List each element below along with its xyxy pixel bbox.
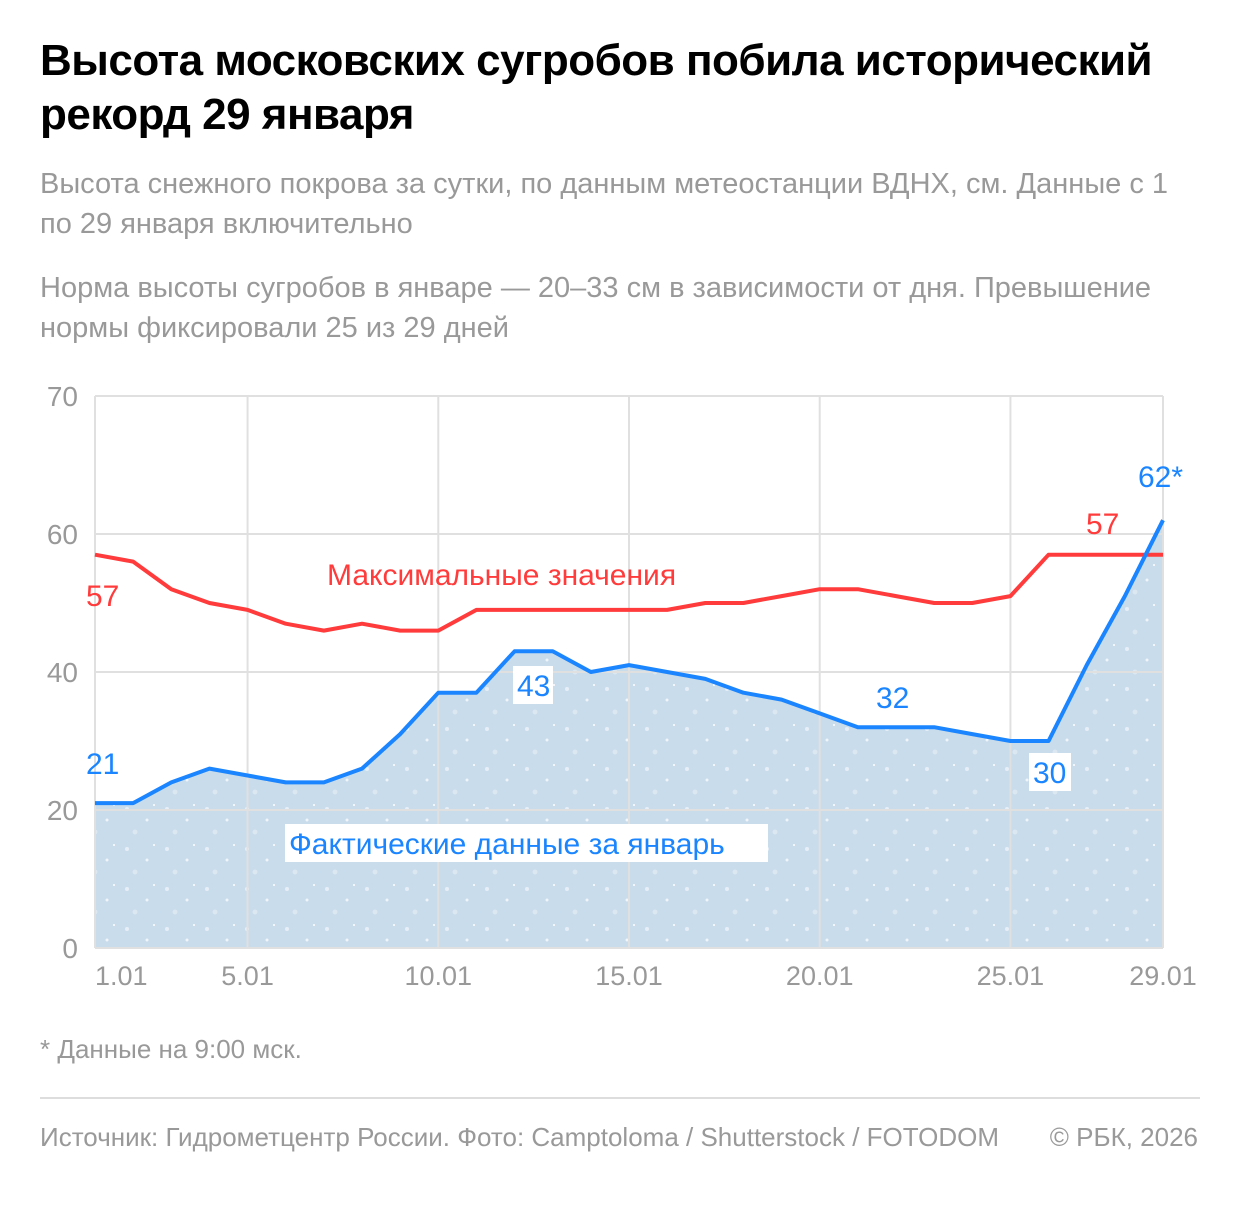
- x-tick-label: 20.01: [786, 961, 854, 991]
- norm-note: Норма высоты сугробов в январе — 20–33 с…: [40, 272, 1152, 344]
- legend-actual-label: Фактические данные за январь: [289, 828, 725, 861]
- legend-actual-label-bg: [285, 824, 768, 862]
- x-tick-label: 29.01: [1129, 961, 1197, 991]
- y-tick-label: 70: [47, 381, 78, 412]
- data-label: 21: [86, 748, 119, 781]
- x-tick-label: 5.01: [221, 961, 274, 991]
- page-title: Высота московских сугробов побила истори…: [40, 36, 1153, 139]
- divider: [40, 1097, 1200, 1099]
- x-tick-label: 25.01: [977, 961, 1045, 991]
- source: Источник: Гидрометцентр России. Фото: Ca…: [40, 1122, 1000, 1152]
- copyright: © РБК, 2026: [1049, 1122, 1198, 1152]
- data-label-bg: [1029, 753, 1071, 791]
- subtitle: Высота снежного покрова за сутки, по дан…: [40, 168, 1169, 240]
- y-tick-label: 60: [47, 519, 78, 550]
- y-tick-label: 0: [62, 933, 78, 964]
- data-label: 57: [86, 580, 119, 613]
- data-label-bg: [513, 666, 553, 704]
- data-label: 57: [1086, 508, 1119, 541]
- data-label: 43: [517, 670, 550, 703]
- x-tick-label: 15.01: [595, 961, 663, 991]
- y-tick-label: 20: [47, 795, 78, 826]
- x-tick-label: 10.01: [404, 961, 472, 991]
- legend-max-label: Максимальные значения: [327, 559, 676, 592]
- y-tick-label: 40: [47, 657, 78, 688]
- footnote: * Данные на 9:00 мск.: [40, 1034, 302, 1064]
- data-label: 32: [876, 682, 909, 715]
- data-label: 62*: [1138, 461, 1183, 494]
- data-label: 30: [1033, 757, 1066, 790]
- x-tick-label: 1.01: [95, 961, 148, 991]
